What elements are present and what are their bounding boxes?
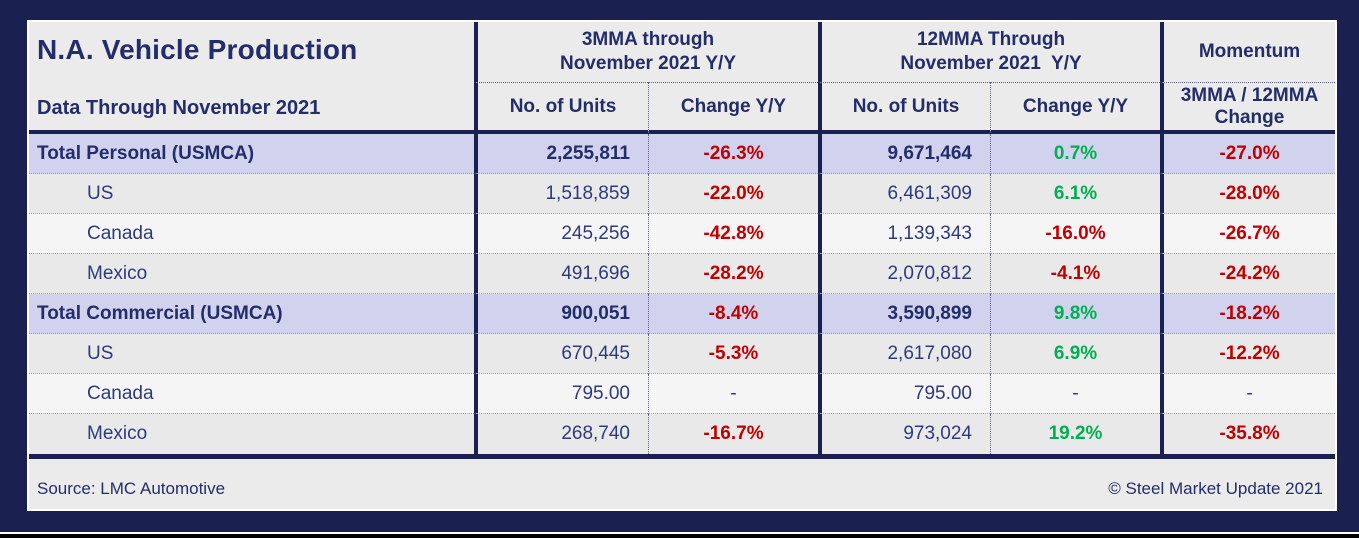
change-12mma-cell: -4.1% [990,254,1160,294]
units-3mma-cell: 900,051 [474,294,648,334]
row-label: US [29,334,474,374]
change-3mma-cell: -28.2% [648,254,818,294]
column-header-12mma-change: Change Y/Y [990,82,1160,134]
column-group-12mma: 12MMA Through November 2021 Y/Y [818,22,1160,82]
source-note: Source: LMC Automotive [37,479,226,498]
units-3mma-cell: 245,256 [474,214,648,254]
units-12mma-cell: 795.00 [818,374,990,414]
change-12mma-cell: 6.1% [990,174,1160,214]
page-subtitle: Data Through November 2021 [37,97,321,119]
units-12mma-cell: 1,139,343 [818,214,990,254]
units-12mma-cell: 2,070,812 [818,254,990,294]
units-3mma-cell: 670,445 [474,334,648,374]
change-12mma-cell: 19.2% [990,414,1160,454]
change-3mma-cell: - [648,374,818,414]
units-12mma-cell: 3,590,899 [818,294,990,334]
change-3mma-cell: -42.8% [648,214,818,254]
change-12mma-cell: -16.0% [990,214,1160,254]
change-12mma-cell: - [990,374,1160,414]
row-label: US [29,174,474,214]
row-label: Canada [29,214,474,254]
units-3mma-cell: 2,255,811 [474,134,648,174]
momentum-cell: -28.0% [1160,174,1335,214]
row-label: Total Commercial (USMCA) [29,294,474,334]
momentum-cell: -18.2% [1160,294,1335,334]
change-12mma-cell: 6.9% [990,334,1160,374]
momentum-cell: -27.0% [1160,134,1335,174]
units-12mma-cell: 9,671,464 [818,134,990,174]
column-header-3mma-change: Change Y/Y [648,82,818,134]
row-label: Mexico [29,414,474,454]
table-title-block: N.A. Vehicle Production Data Through Nov… [29,22,474,134]
change-3mma-cell: -22.0% [648,174,818,214]
change-3mma-cell: -5.3% [648,334,818,374]
change-3mma-cell: -26.3% [648,134,818,174]
table-footer: Source: LMC Automotive © Steel Market Up… [29,454,1335,509]
units-12mma-cell: 2,617,080 [818,334,990,374]
column-group-3mma: 3MMA through November 2021 Y/Y [474,22,818,82]
row-label: Total Personal (USMCA) [29,134,474,174]
units-12mma-cell: 6,461,309 [818,174,990,214]
column-header-12mma-units: No. of Units [818,82,990,134]
column-header-momentum-change: 3MMA / 12MMA Change [1160,82,1335,134]
change-3mma-cell: -16.7% [648,414,818,454]
row-label: Canada [29,374,474,414]
momentum-cell: - [1160,374,1335,414]
bottom-edge-highlight [0,532,1359,534]
row-label: Mexico [29,254,474,294]
units-3mma-cell: 268,740 [474,414,648,454]
units-3mma-cell: 1,518,859 [474,174,648,214]
vehicle-production-table: N.A. Vehicle Production Data Through Nov… [29,22,1335,509]
change-12mma-cell: 9.8% [990,294,1160,334]
momentum-cell: -35.8% [1160,414,1335,454]
change-3mma-cell: -8.4% [648,294,818,334]
change-12mma-cell: 0.7% [990,134,1160,174]
momentum-cell: -26.7% [1160,214,1335,254]
units-3mma-cell: 491,696 [474,254,648,294]
copyright-note: © Steel Market Update 2021 [1108,479,1323,498]
momentum-cell: -24.2% [1160,254,1335,294]
column-group-momentum: Momentum [1160,22,1335,82]
vehicle-production-table-panel: N.A. Vehicle Production Data Through Nov… [27,20,1337,511]
column-header-3mma-units: No. of Units [474,82,648,134]
bottom-edge-border [0,534,1359,538]
page-title: N.A. Vehicle Production [37,34,358,65]
units-3mma-cell: 795.00 [474,374,648,414]
units-12mma-cell: 973,024 [818,414,990,454]
momentum-cell: -12.2% [1160,334,1335,374]
